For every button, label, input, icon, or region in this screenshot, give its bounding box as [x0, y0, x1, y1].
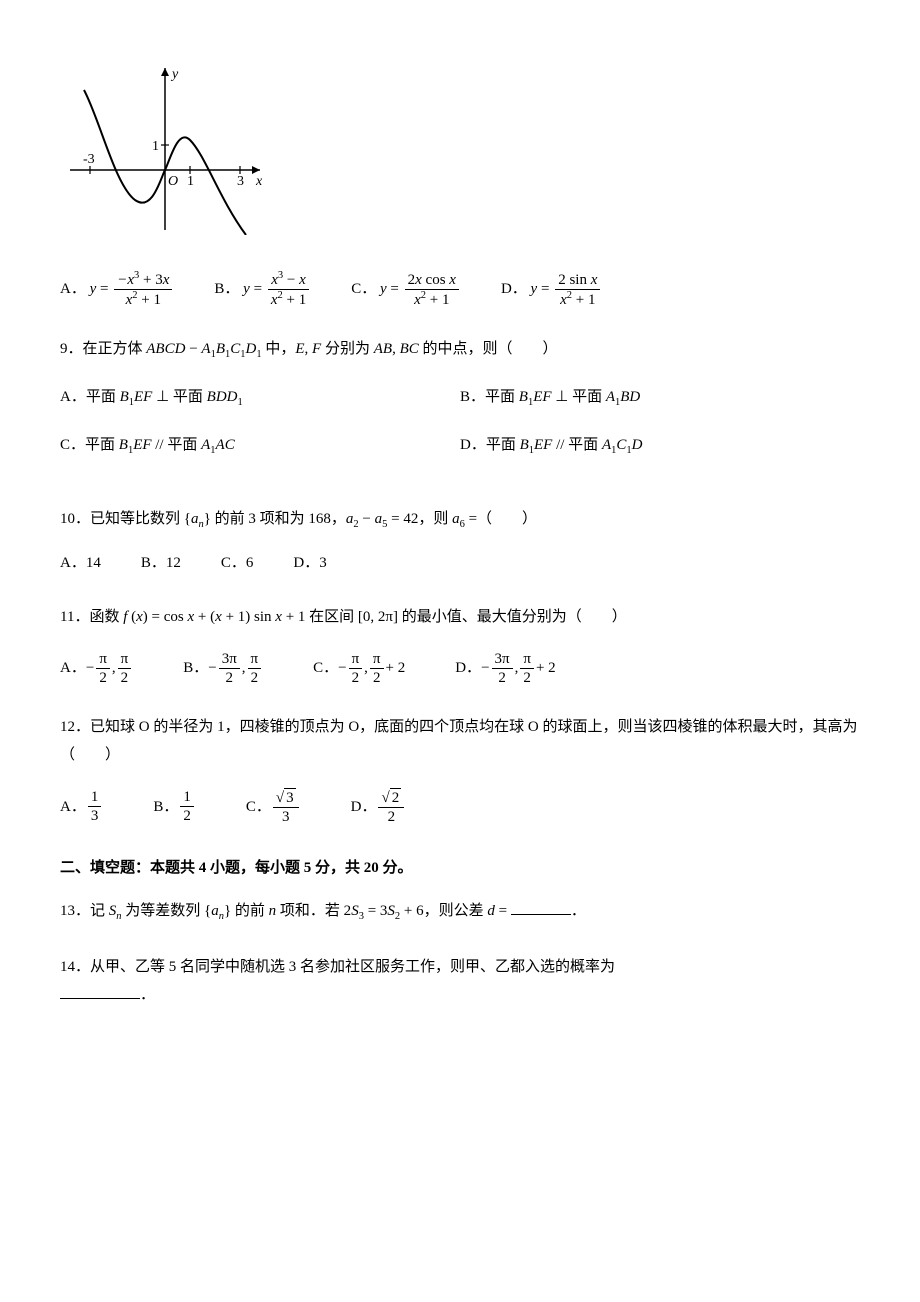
q10-opt-a: A．14	[60, 549, 101, 578]
label-y1: 1	[152, 139, 159, 154]
q9-stem: 9．在正方体 ABCD − A1B1C1D1 中，E, F 分别为 AB, BC…	[60, 335, 860, 365]
q10-opt-c: C．6	[221, 549, 254, 578]
q11-opt-a: A． −π2, π2	[60, 650, 133, 687]
y-axis-arrow	[161, 68, 169, 76]
label-origin: O	[168, 174, 178, 189]
q8-options: A． y = −x3 + 3x x2 + 1 B． y = x3 − x x2 …	[60, 270, 860, 309]
q8-opt-b: B． y = x3 − x x2 + 1	[214, 270, 311, 309]
function-graph: -3 1 3 1 O x y	[60, 60, 860, 240]
q14: 14．从甲、乙等 5 名同学中随机选 3 名参加社区服务工作，则甲、乙都入选的概…	[60, 953, 860, 1010]
q13: 13．记 Sn 为等差数列 {an} 的前 n 项和．若 2S3 = 3S2 +…	[60, 897, 860, 927]
q9-options: A．平面 B1EF ⊥ 平面 BDD1 B．平面 B1EF ⊥ 平面 A1BD …	[60, 383, 860, 479]
q10-opt-d: D．3	[293, 549, 326, 578]
q11-stem: 11．函数 f (x) = cos x + (x + 1) sin x + 1 …	[60, 603, 860, 632]
q10: 10．已知等比数列 {an} 的前 3 项和为 168，a2 − a5 = 42…	[60, 505, 860, 577]
page-content: -3 1 3 1 O x y A． y = −x3 + 3x x2 + 1 B．	[0, 0, 920, 1096]
q8-a-frac: −x3 + 3x x2 + 1	[114, 270, 172, 309]
q8-a-lhs: y	[90, 275, 97, 304]
q9-opt-d: D．平面 B1EF // 平面 A1C1D	[460, 431, 860, 461]
q14-text: 14．从甲、乙等 5 名同学中随机选 3 名参加社区服务工作，则甲、乙都入选的概…	[60, 959, 615, 975]
q12-options: A． 13 B． 12 C． 33 D． 22	[60, 788, 860, 826]
q11-opt-b: B． −3π2, π2	[183, 650, 263, 687]
q9-opt-c: C．平面 B1EF // 平面 A1AC	[60, 431, 460, 461]
q8-opt-a: A． y = −x3 + 3x x2 + 1	[60, 270, 174, 309]
q12-opt-a: A． 13	[60, 788, 103, 826]
q8-opt-d: D． y = 2 sin x x2 + 1	[501, 270, 602, 309]
q10-options: A．14 B．12 C．6 D．3	[60, 549, 860, 578]
label-neg3: -3	[83, 152, 95, 167]
label-x: x	[255, 174, 263, 189]
q12-opt-c: C． 33	[246, 788, 301, 826]
q10-stem: 10．已知等比数列 {an} 的前 3 项和为 168，a2 − a5 = 42…	[60, 505, 860, 535]
q8-d-prefix: D．	[501, 275, 527, 304]
q8-opt-c: C． y = 2x cos x x2 + 1	[351, 270, 461, 309]
q11-options: A． −π2, π2 B． −3π2, π2 C． −π2, π2 + 2 D．…	[60, 650, 860, 687]
label-1: 1	[187, 174, 194, 189]
q12: 12．已知球 O 的半径为 1，四棱锥的顶点为 O，底面的四个顶点均在球 O 的…	[60, 713, 860, 826]
graph-svg: -3 1 3 1 O x y	[60, 60, 270, 235]
label-3: 3	[237, 174, 244, 189]
q11: 11．函数 f (x) = cos x + (x + 1) sin x + 1 …	[60, 603, 860, 687]
q12-opt-d: D． 22	[351, 788, 407, 826]
q12-stem: 12．已知球 O 的半径为 1，四棱锥的顶点为 O，底面的四个顶点均在球 O 的…	[60, 713, 860, 770]
q8-c-prefix: C．	[351, 275, 376, 304]
q8-b-frac: x3 − x x2 + 1	[268, 270, 309, 309]
q8-b-prefix: B．	[214, 275, 239, 304]
q10-opt-b: B．12	[141, 549, 181, 578]
q11-opt-d: D． −3π2, π2 + 2	[455, 650, 555, 687]
q9-opt-b: B．平面 B1EF ⊥ 平面 A1BD	[460, 383, 860, 413]
q9: 9．在正方体 ABCD − A1B1C1D1 中，E, F 分别为 AB, BC…	[60, 335, 860, 479]
x-axis-arrow	[252, 166, 260, 174]
q14-blank	[60, 983, 140, 999]
q11-opt-c: C． −π2, π2 + 2	[313, 650, 405, 687]
q8-a-prefix: A．	[60, 275, 86, 304]
q8-c-frac: 2x cos x x2 + 1	[405, 271, 459, 309]
q8-d-frac: 2 sin x x2 + 1	[555, 271, 600, 309]
q13-blank	[511, 899, 571, 915]
label-y: y	[170, 67, 179, 82]
q12-opt-b: B． 12	[153, 788, 196, 826]
q9-opt-a: A．平面 B1EF ⊥ 平面 BDD1	[60, 383, 460, 413]
section2-header: 二、填空题：本题共 4 小题，每小题 5 分，共 20 分。	[60, 856, 860, 877]
